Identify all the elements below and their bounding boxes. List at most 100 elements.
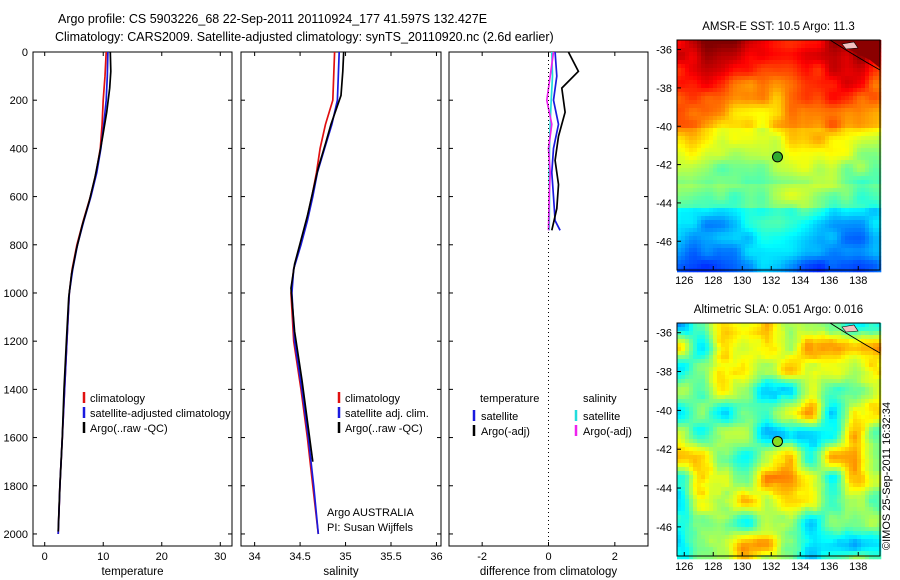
map-cell [729, 423, 734, 428]
map-cell [681, 200, 686, 205]
map-cell [809, 323, 814, 328]
map-cell [733, 172, 738, 177]
map-cell [765, 355, 770, 360]
map-cell [757, 244, 762, 249]
map-cell [821, 232, 826, 237]
map-cell [701, 459, 706, 464]
map-cell [809, 156, 814, 161]
map-cell [861, 132, 866, 137]
map-cell [773, 52, 778, 57]
map-cell [845, 168, 850, 173]
map-cell [693, 371, 698, 376]
map-cell [825, 196, 830, 201]
map-cell [713, 172, 718, 177]
map-cell [849, 120, 854, 125]
map-cell [849, 347, 854, 352]
map-cell [833, 120, 838, 125]
map-cell [809, 260, 814, 265]
map-cell [769, 148, 774, 153]
map-cell [741, 447, 746, 452]
map-cell [869, 80, 874, 85]
map-cell [781, 204, 786, 209]
map-cell [705, 112, 710, 117]
map-cell [745, 375, 750, 380]
map-cell [777, 52, 782, 57]
map-cell [721, 172, 726, 177]
map-cell [725, 423, 730, 428]
map-cell [689, 455, 694, 460]
map-cell [693, 48, 698, 53]
map-cell [713, 439, 718, 444]
map-cell [677, 459, 682, 464]
map-cell [721, 387, 726, 392]
map-cell [765, 192, 770, 197]
map-cell [861, 180, 866, 185]
map-cell [741, 148, 746, 153]
map-cell [861, 60, 866, 65]
map-cell [845, 220, 850, 225]
map-cell [701, 339, 706, 344]
map-cell [801, 120, 806, 125]
map-cell [717, 415, 722, 420]
map-cell [681, 144, 686, 149]
map-cell [817, 208, 822, 213]
map-cell [689, 419, 694, 424]
map-cell [713, 415, 718, 420]
map-cell [829, 148, 834, 153]
map-cell [741, 415, 746, 420]
map-cell [753, 96, 758, 101]
map-cell [709, 116, 714, 121]
map-cell [689, 168, 694, 173]
map-cell [753, 80, 758, 85]
annotation-argo-australia: Argo AUSTRALIA [327, 507, 414, 519]
map-cell [689, 363, 694, 368]
map-cell [741, 108, 746, 113]
map-cell [737, 395, 742, 400]
map-cell [785, 399, 790, 404]
map-cell [757, 459, 762, 464]
x-tick-label: 136 [820, 275, 838, 287]
salinity-series-2 [290, 51, 345, 462]
map-cell [797, 72, 802, 77]
map-cell [797, 451, 802, 456]
map-cell [853, 112, 858, 117]
map-cell [781, 371, 786, 376]
map-cell [785, 172, 790, 177]
map-cell [805, 463, 810, 468]
map-cell [713, 335, 718, 340]
map-cell [861, 375, 866, 380]
map-cell [721, 72, 726, 77]
map-cell [833, 459, 838, 464]
map-cell [701, 260, 706, 265]
map-cell [729, 84, 734, 89]
map-cell [725, 371, 730, 376]
map-cell [805, 76, 810, 81]
map-cell [725, 232, 730, 237]
map-cell [705, 204, 710, 209]
map-cell [757, 156, 762, 161]
map-cell [837, 176, 842, 181]
map-cell [769, 411, 774, 416]
map-cell [833, 80, 838, 85]
map-cell [841, 355, 846, 360]
map-cell [789, 252, 794, 257]
map-cell [777, 335, 782, 340]
map-cell [737, 136, 742, 141]
map-cell [685, 92, 690, 97]
map-cell [741, 144, 746, 149]
map-cell [713, 52, 718, 57]
map-cell [697, 220, 702, 225]
map-cell [721, 64, 726, 69]
map-cell [737, 164, 742, 169]
map-cell [877, 431, 882, 436]
map-cell [853, 224, 858, 229]
map-cell [785, 92, 790, 97]
map-cell [717, 68, 722, 73]
map-cell [749, 92, 754, 97]
map-cell [857, 248, 862, 253]
map-cell [817, 435, 822, 440]
map-cell [869, 459, 874, 464]
map-cell [745, 228, 750, 233]
map-cell [761, 212, 766, 217]
map-cell [841, 423, 846, 428]
